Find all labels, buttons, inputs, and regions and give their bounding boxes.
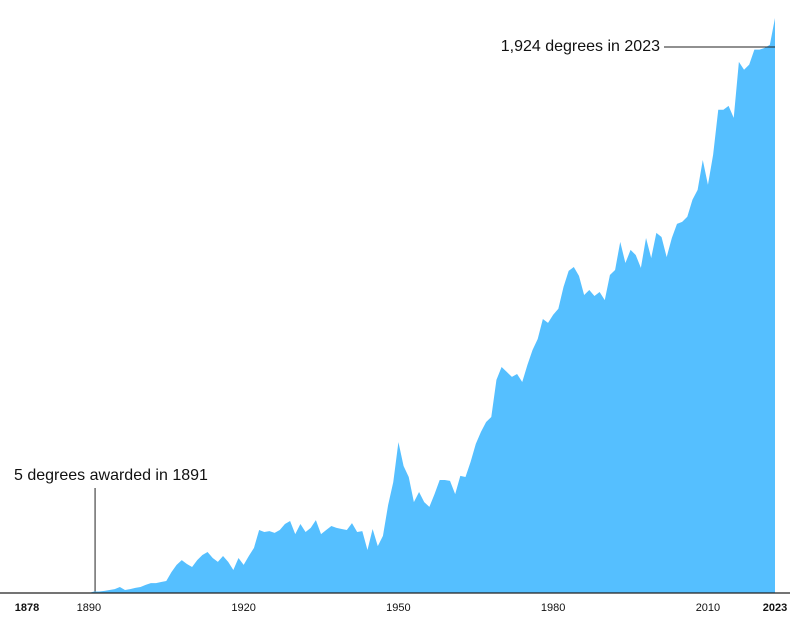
x-tick-label: 2023	[763, 602, 787, 614]
area	[27, 18, 775, 593]
annotation: 1,924 degrees in 2023	[501, 38, 660, 55]
annotation: 5 degrees awarded in 1891	[14, 467, 208, 484]
x-tick-label: 1920	[231, 602, 255, 614]
x-tick-label: 1980	[541, 602, 565, 614]
x-tick-label: 2010	[696, 602, 720, 614]
x-tick-label: 1950	[386, 602, 410, 614]
x-tick-label: 1890	[77, 602, 101, 614]
x-tick-label: 1878	[15, 602, 39, 614]
